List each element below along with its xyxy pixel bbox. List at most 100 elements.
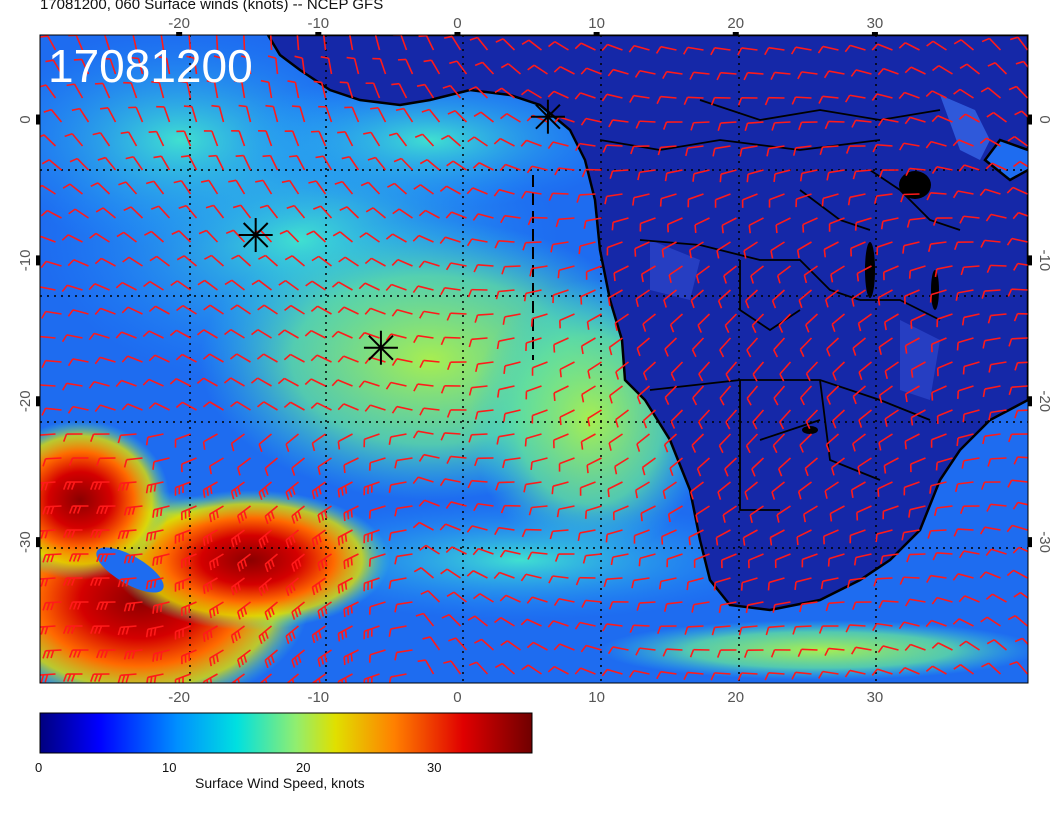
wind-barb [339, 206, 360, 219]
wind-barb [669, 457, 684, 477]
wind-barb [1007, 135, 1028, 147]
wind-barb [771, 481, 785, 500]
wind-barb [642, 313, 656, 332]
wind-barb [441, 613, 462, 627]
wind-barb [602, 623, 623, 632]
wind-barb [521, 528, 542, 538]
wind-barb [901, 529, 920, 541]
wind-barb [175, 353, 197, 363]
wind-barb [121, 355, 143, 363]
wind-barb [636, 433, 650, 452]
colorbar-label: Surface Wind Speed, knots [195, 775, 365, 791]
wind-barb [661, 241, 677, 258]
wind-barb [120, 131, 138, 147]
wind-barb [89, 577, 110, 586]
wind-barb [772, 433, 786, 454]
wind-barb [343, 553, 359, 570]
wind-barb [742, 529, 758, 546]
wind-barb [445, 211, 467, 219]
wind-barb [287, 80, 300, 99]
wind-barb [419, 310, 440, 319]
wind-barb [416, 83, 435, 99]
wind-barb [580, 117, 602, 126]
wind-barb [662, 648, 683, 657]
wind-barb [664, 169, 683, 182]
wind-barb [88, 380, 110, 389]
wind-barb [770, 241, 785, 259]
wind-barb [385, 333, 407, 342]
wind-barb [472, 162, 494, 171]
wind-barb [42, 649, 62, 659]
wind-barb [469, 36, 489, 51]
wind-barb [878, 600, 899, 609]
wind-barb [418, 35, 435, 51]
wind-barb [845, 145, 866, 154]
wind-barb [898, 91, 920, 100]
wind-barb [89, 481, 110, 490]
wind-barb [746, 385, 759, 406]
wind-barb [804, 457, 819, 477]
wind-barb [174, 433, 191, 448]
wind-barb [148, 305, 170, 315]
wind-barb [719, 385, 732, 406]
wind-barb [722, 505, 737, 523]
wind-barb [68, 553, 89, 562]
wind-barb [695, 265, 710, 284]
wind-barb [241, 55, 252, 75]
wind-barb [202, 673, 218, 683]
wind-barb [446, 455, 467, 464]
wind-barb [358, 331, 380, 340]
wind-barb [587, 409, 602, 427]
wind-barb [117, 481, 137, 492]
wind-barb [578, 241, 596, 255]
wind-barb [629, 94, 650, 103]
wind-barb [308, 180, 327, 195]
wind-barb [1007, 615, 1028, 627]
wind-barb [102, 57, 117, 75]
wind-barb [553, 65, 575, 75]
wind-barb [663, 433, 678, 453]
wind-barb [749, 505, 764, 523]
wind-barb [852, 433, 866, 452]
star-marker-2 [238, 218, 273, 253]
wind-barb [662, 481, 677, 500]
wind-barb [1009, 661, 1028, 675]
wind-barb [387, 182, 408, 195]
wind-barb [439, 523, 461, 531]
wind-barb [745, 433, 759, 454]
wind-barb [663, 289, 677, 308]
wind-barb [368, 505, 386, 519]
wind-barb [953, 528, 974, 537]
wind-barb [642, 409, 657, 429]
wind-barb [826, 385, 840, 405]
wind-barb [67, 259, 89, 267]
wind-barb [368, 553, 386, 567]
wind-barb [291, 505, 306, 524]
wind-barb [291, 457, 306, 476]
wind-barb [531, 361, 548, 376]
wind-barb [68, 649, 89, 658]
wind-barb [612, 505, 629, 521]
wind-barb [717, 289, 732, 309]
wind-barb [445, 501, 467, 509]
wind-barb [935, 457, 953, 471]
wind-barb [258, 433, 273, 453]
wind-barb [764, 672, 785, 681]
wind-barb [656, 95, 677, 105]
wind-barb [827, 553, 845, 567]
wind-barb [115, 331, 137, 339]
wind-barb [445, 262, 467, 271]
wind-barb [641, 457, 656, 476]
wind-barb [900, 193, 920, 203]
wind-barb [696, 457, 711, 477]
wind-barb [1007, 479, 1028, 488]
wind-barb [419, 544, 440, 555]
wind-barb [393, 35, 408, 51]
wind-barb [858, 409, 872, 428]
wind-barb [160, 35, 165, 51]
wind-barb [663, 601, 683, 612]
wind-barb [601, 668, 623, 677]
wind-barb [738, 625, 758, 636]
tick-mark [176, 32, 183, 36]
